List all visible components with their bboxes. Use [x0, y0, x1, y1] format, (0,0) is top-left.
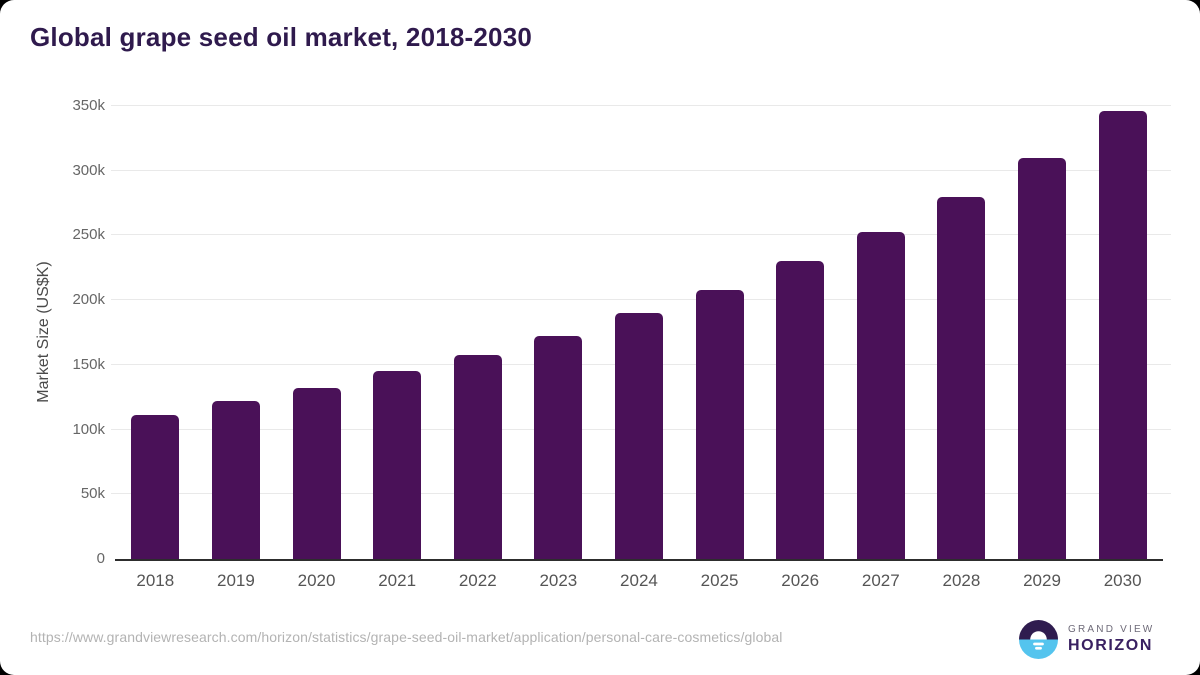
- y-tick-label-300k: 300k: [72, 161, 105, 179]
- x-tick-label-2023: 2023: [539, 571, 578, 590]
- bar-slot-2019: [196, 106, 277, 559]
- bar-2019: [211, 401, 260, 559]
- bar-2022: [453, 354, 502, 559]
- bar-slot-2026: [760, 106, 841, 559]
- source-url: https://www.grandviewresearch.com/horizo…: [30, 629, 783, 645]
- chart-title: Global grape seed oil market, 2018-2030: [30, 22, 533, 52]
- bar-2027: [856, 231, 905, 559]
- horizon-sunrise-icon: [1019, 620, 1058, 659]
- bar-2023: [534, 336, 583, 559]
- gridline-250k: [111, 234, 1171, 236]
- x-tick-label-2022: 2022: [458, 571, 497, 590]
- y-tick-label-100k: 100k: [72, 420, 105, 438]
- bar-slot-2030: [1082, 106, 1163, 559]
- y-tick-label-250k: 250k: [72, 226, 105, 244]
- y-tick-label-200k: 200k: [72, 291, 105, 309]
- x-tick-label-2018: 2018: [136, 571, 175, 590]
- bar-slot-2027: [840, 106, 921, 559]
- gridline-350k: [111, 105, 1171, 106]
- bar-slot-2022: [437, 106, 518, 559]
- bar-2018: [131, 415, 180, 559]
- y-tick-label-350k: 350k: [72, 97, 105, 114]
- x-axis-labels: 2018 2019 2020 2021 2022 2023 2024 2025 2026 2027…: [115, 571, 1163, 591]
- bar-2021: [373, 371, 422, 559]
- x-tick-label-2025: 2025: [700, 571, 739, 590]
- gridline-200k: [111, 299, 1171, 301]
- x-tick-label-2021: 2021: [378, 571, 417, 590]
- y-tick-label-50k: 50k: [80, 485, 105, 503]
- bar-slot-2025: [679, 106, 760, 559]
- bar-2029: [1018, 157, 1066, 559]
- x-tick-label-2019: 2019: [217, 571, 255, 590]
- x-tick-label-2028: 2028: [942, 571, 981, 590]
- logo-line-horizon: HORIZON: [1068, 637, 1153, 654]
- bar-2025: [695, 289, 744, 559]
- x-tick-label-2030: 2030: [1103, 571, 1142, 590]
- bar-2026: [776, 261, 825, 559]
- bar-2030: [1098, 111, 1147, 559]
- x-tick-label-2020: 2020: [297, 571, 336, 590]
- logo-line-grand-view: GRAND VIEW: [1068, 624, 1155, 635]
- bar-slot-2028: [921, 106, 1002, 559]
- bar-slot-2029: [1002, 106, 1083, 559]
- y-axis-title: Market Size (US$K): [35, 261, 52, 403]
- y-tick-label-150k: 150k: [72, 355, 105, 373]
- bar-2020: [292, 388, 341, 559]
- x-tick-label-2026: 2026: [781, 571, 820, 590]
- y-tick-label-0: 0: [96, 550, 105, 567]
- bar-slot-2020: [276, 106, 357, 559]
- x-tick-label-2024: 2024: [620, 571, 658, 590]
- bar-slot-2023: [518, 106, 599, 559]
- grand-view-horizon-logo: GRAND VIEW HORIZON: [1019, 620, 1154, 659]
- bar-slot-2021: [357, 106, 438, 559]
- bar-2024: [614, 313, 663, 559]
- bar-slot-2024: [599, 106, 680, 559]
- x-tick-label-2027: 2027: [861, 571, 900, 590]
- bars-container: [115, 106, 1163, 559]
- gridline-300k: [111, 169, 1171, 171]
- x-tick-label-2029: 2029: [1023, 571, 1061, 590]
- logo-text: GRAND VIEW HORIZON: [1068, 624, 1154, 655]
- bar-slot-2018: [115, 106, 196, 559]
- bar-2028: [937, 196, 986, 559]
- plot-area: [111, 105, 1171, 561]
